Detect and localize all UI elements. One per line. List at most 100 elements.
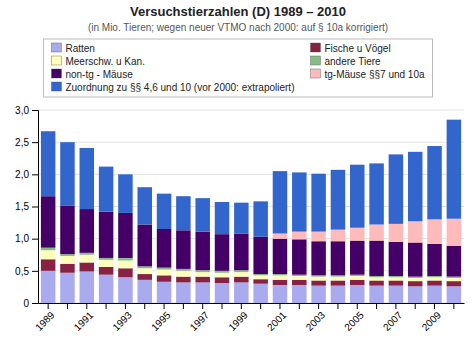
- bar-segment: [389, 224, 403, 242]
- legend-swatch: [310, 56, 320, 65]
- bar-segment: [253, 275, 267, 279]
- bar-segment: [118, 258, 132, 261]
- legend-swatch: [51, 82, 61, 91]
- bar-segment: [195, 272, 209, 277]
- bar-segment: [369, 286, 383, 303]
- bar-segment: [137, 274, 151, 280]
- bar-segment: [176, 230, 190, 269]
- bar-segment: [215, 283, 229, 303]
- bar-segment: [389, 154, 403, 223]
- bar-segment: [331, 230, 345, 242]
- bar-segment: [427, 146, 441, 219]
- x-tick: [415, 303, 416, 309]
- bar-segment: [176, 196, 190, 230]
- bar-segment: [331, 277, 345, 281]
- y-tick-label: 0,5: [15, 266, 29, 277]
- bar-segment: [41, 248, 55, 251]
- x-tick-label: 1989: [33, 309, 57, 333]
- bar-segment: [408, 286, 422, 303]
- bar-series: [41, 120, 461, 237]
- bar-segment: [195, 277, 209, 283]
- bar-segment: [331, 280, 345, 285]
- y-tick-label: 2,0: [15, 169, 29, 180]
- x-tick-mark: [415, 303, 416, 309]
- bar-segment: [157, 229, 171, 268]
- bar-segment: [234, 282, 248, 303]
- bar-segment: [60, 273, 74, 303]
- x-tick-mark: [144, 303, 145, 309]
- legend-item: Fische u Vögel: [310, 43, 390, 54]
- bar-segment: [60, 206, 74, 254]
- bar-segment: [292, 172, 306, 231]
- x-tick-mark: [183, 303, 184, 309]
- bar-segment: [350, 285, 364, 303]
- bar-segment: [118, 213, 132, 258]
- bar-segment: [118, 277, 132, 303]
- bar-segment: [253, 279, 267, 284]
- bar-segment: [369, 163, 383, 224]
- bar-segment: [408, 281, 422, 286]
- bar-segment: [234, 203, 248, 234]
- bar-segment: [157, 275, 171, 281]
- y-tick-mark: [32, 174, 38, 175]
- bar-segment: [215, 273, 229, 278]
- bar-segment: [195, 282, 209, 303]
- x-tick-label: 1997: [188, 309, 212, 333]
- bar-segment: [311, 286, 325, 303]
- bar-segment: [273, 275, 287, 280]
- plot: 1989199119931995199719992001200320052007…: [15, 105, 464, 333]
- x-tick-mark: [337, 303, 338, 309]
- bar-segment: [331, 241, 345, 275]
- bar-segment: [176, 282, 190, 303]
- x-tick-mark: [279, 303, 280, 309]
- bar-segment: [408, 221, 422, 242]
- bar-segment: [311, 277, 325, 281]
- bar-segment: [157, 270, 171, 276]
- grid-line: [38, 110, 464, 111]
- x-tick: [376, 303, 377, 309]
- legend-swatch: [310, 69, 320, 78]
- x-tick-label: 2009: [420, 309, 444, 333]
- x-tick: 1993: [110, 303, 134, 333]
- bar-segment: [273, 239, 287, 274]
- bar-segment: [41, 250, 55, 259]
- x-tick: [222, 303, 223, 309]
- bar-segment: [215, 202, 229, 234]
- bar-segment: [369, 276, 383, 277]
- axis-domain: [39, 303, 465, 304]
- bar-segment: [253, 274, 267, 275]
- y-tick-label: 1,5: [15, 201, 29, 212]
- x-tick-mark: [48, 303, 49, 309]
- bar-segment: [447, 120, 461, 219]
- y-tick-mark: [32, 110, 38, 111]
- y-tick-mark: [32, 303, 38, 304]
- bar-segment: [234, 272, 248, 277]
- bar-segment: [350, 280, 364, 285]
- y-tick: 1,0: [15, 233, 38, 244]
- x-tick: [144, 303, 145, 309]
- bar-segment: [234, 277, 248, 283]
- x-tick-mark: [241, 303, 242, 309]
- y-tick-mark: [32, 142, 38, 143]
- bar-segment: [389, 280, 403, 285]
- x-tick: 2001: [265, 303, 289, 333]
- bar-segment: [80, 209, 94, 253]
- bar-segment: [311, 241, 325, 275]
- bar-segment: [369, 277, 383, 280]
- x-tick-mark: [299, 303, 300, 309]
- legend-item: non-tg - Mäuse: [51, 69, 133, 80]
- title: Versuchstierzahlen (D) 1989 – 2010: [130, 4, 346, 19]
- bar-segment: [350, 275, 364, 276]
- bar-segment: [215, 271, 229, 273]
- legend-frame: [43, 39, 432, 97]
- x-tick-mark: [86, 303, 87, 309]
- bar-segment: [99, 258, 113, 260]
- bar-segment: [253, 201, 267, 236]
- bar-segment: [253, 237, 267, 274]
- bar-segment: [350, 241, 364, 275]
- bar-segment: [137, 268, 151, 274]
- bar-segment: [99, 275, 113, 303]
- x-tick-mark: [376, 303, 377, 309]
- x-tick-mark: [106, 303, 107, 309]
- bar-segment: [118, 268, 132, 277]
